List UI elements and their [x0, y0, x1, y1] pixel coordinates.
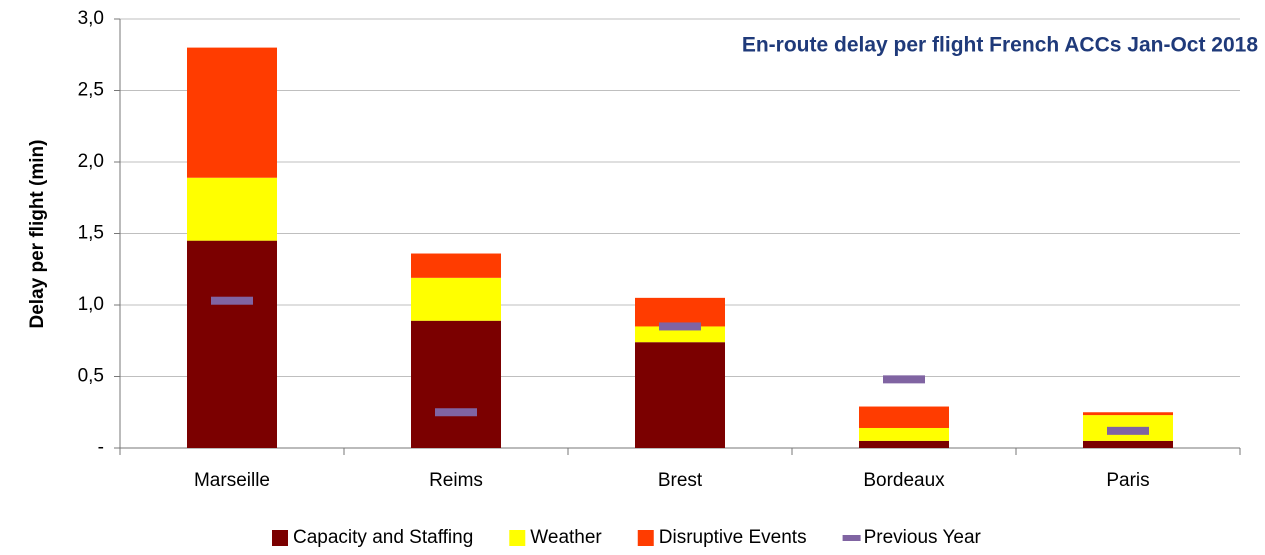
x-tick-label: Marseille	[194, 470, 270, 491]
x-tick-label: Reims	[429, 470, 483, 491]
previous-year-marker	[211, 296, 253, 305]
legend-marker	[637, 530, 654, 546]
legend-label: Weather	[530, 527, 602, 548]
y-axis-title: Delay per flight (min)	[27, 140, 48, 329]
y-tick-label: 0,5	[78, 366, 104, 387]
bar-segment	[859, 427, 949, 441]
bar-segment	[635, 342, 725, 448]
bar-segment	[187, 177, 277, 241]
bar-segment	[411, 277, 501, 321]
y-tick-label: 2,0	[78, 151, 104, 172]
legend-label: Capacity and Staffing	[293, 527, 473, 548]
y-tick-label: 1,5	[78, 223, 104, 244]
bar-segment	[859, 406, 949, 428]
y-tick-label: 3,0	[78, 8, 104, 29]
bar-segment	[635, 326, 725, 343]
x-tick-label: Brest	[658, 470, 703, 491]
x-tick-label: Paris	[1106, 470, 1149, 491]
bar-segment	[187, 47, 277, 178]
legend-marker	[509, 530, 526, 546]
previous-year-marker	[1107, 426, 1149, 435]
x-tick-label: Bordeaux	[863, 470, 945, 491]
bar-segment	[187, 240, 277, 448]
bar-segment	[1083, 412, 1173, 416]
legend-label: Previous Year	[864, 527, 982, 548]
previous-year-marker	[435, 408, 477, 417]
legend-marker	[842, 535, 861, 541]
previous-year-marker	[883, 375, 925, 384]
bar-segment	[635, 297, 725, 327]
legend-label: Disruptive Events	[659, 527, 807, 548]
y-tick-label: -	[98, 437, 104, 458]
bar-segment	[411, 320, 501, 448]
y-tick-label: 1,0	[78, 294, 104, 315]
bar-segment	[411, 253, 501, 278]
y-tick-label: 2,5	[78, 80, 104, 101]
chart-title: En-route delay per flight French ACCs Ja…	[742, 34, 1258, 57]
bar-segment	[859, 440, 949, 448]
previous-year-marker	[659, 322, 701, 331]
bar-segment	[1083, 440, 1173, 448]
legend-marker	[272, 530, 288, 546]
